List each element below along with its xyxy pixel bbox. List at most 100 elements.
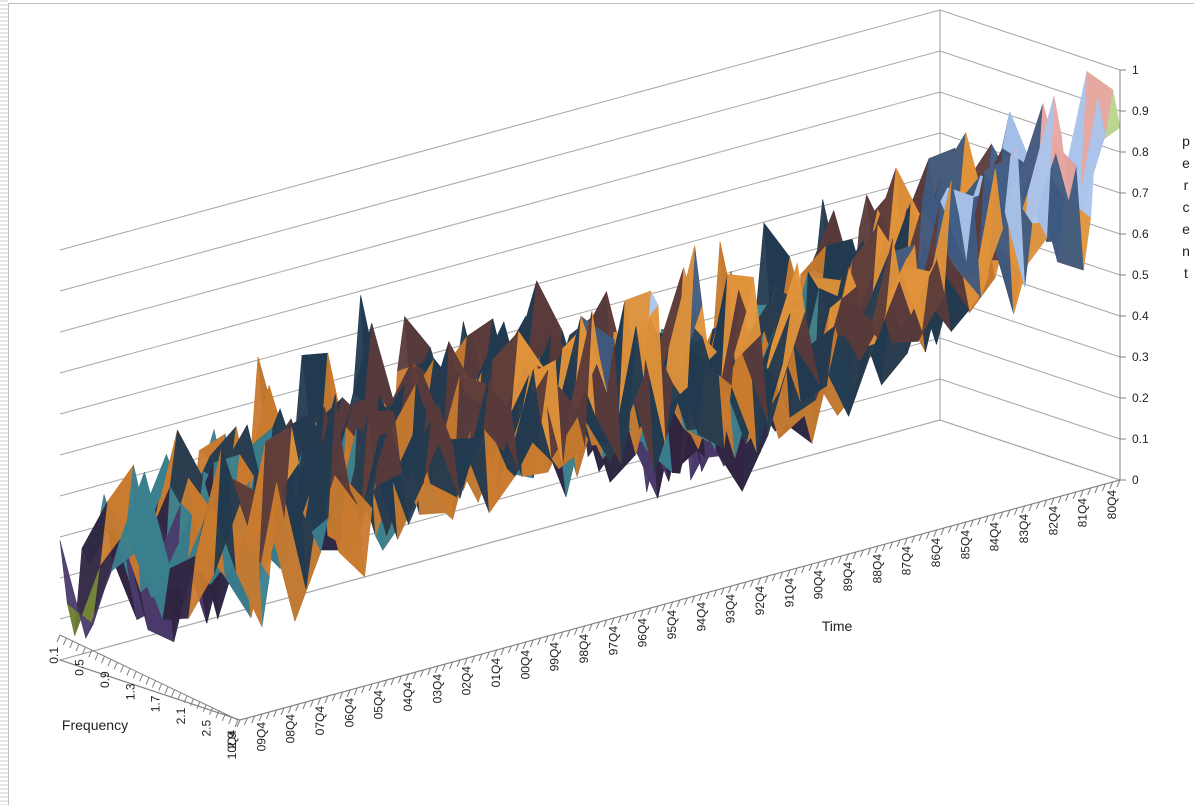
time-tick-label: 92Q4 [753, 586, 767, 616]
frequency-tick [202, 704, 207, 713]
frequency-tick [88, 649, 93, 658]
frequency-tick [107, 659, 112, 667]
z-axis-title-letter: p [1182, 133, 1190, 149]
time-tick [236, 719, 241, 728]
time-tick [911, 535, 916, 544]
time-tick-label: 00Q4 [518, 650, 532, 680]
frequency-tick [221, 713, 226, 722]
z-tick-label: 0.5 [1132, 268, 1149, 282]
time-tick [669, 601, 674, 610]
frequency-tick [209, 707, 214, 716]
time-tick [647, 607, 652, 616]
time-tick [595, 621, 600, 630]
frame-border-left [8, 3, 9, 805]
time-tick-label: 08Q4 [284, 714, 298, 744]
frequency-tick [215, 710, 220, 719]
time-tick [353, 687, 358, 696]
frequency-tick [120, 665, 125, 673]
time-tick [771, 573, 776, 582]
time-tick-label: 81Q4 [1076, 498, 1090, 528]
time-tick [801, 565, 806, 574]
time-tick [493, 649, 498, 658]
time-tick [346, 689, 351, 698]
time-tick [485, 651, 490, 660]
time-tick [720, 587, 725, 596]
time-tick [749, 579, 754, 588]
time-tick-label: 98Q4 [577, 634, 591, 664]
time-tick [713, 589, 718, 598]
time-tick [280, 707, 285, 716]
time-tick [1087, 487, 1092, 496]
z-tick-label: 0.4 [1132, 309, 1149, 323]
time-tick [295, 703, 300, 712]
frame-border-top [8, 3, 1194, 4]
time-tick [522, 641, 527, 650]
time-tick [867, 547, 872, 556]
z-tick-label: 0.1 [1132, 432, 1149, 446]
frequency-tick-label: 1.3 [123, 683, 137, 700]
time-tick [500, 647, 505, 656]
time-tick [683, 597, 688, 606]
time-tick [463, 657, 468, 666]
time-tick [947, 525, 952, 534]
time-tick-label: 07Q4 [313, 706, 327, 736]
frequency-tick [69, 640, 74, 649]
time-tick [955, 523, 960, 532]
time-tick-label: 89Q4 [841, 562, 855, 592]
frequency-axis-line [59, 659, 241, 721]
time-tick-label: 01Q4 [489, 658, 503, 688]
time-tick-label: 06Q4 [342, 698, 356, 728]
z-axis-title-letter: c [1183, 199, 1190, 215]
frequency-tick [81, 646, 86, 655]
time-tick [698, 593, 703, 602]
frequency-tick-label: 0.5 [72, 659, 86, 676]
time-tick [991, 513, 996, 522]
time-tick [515, 643, 520, 652]
time-tick [1013, 507, 1018, 516]
frequency-tick [132, 671, 137, 679]
z-tick-label: 0.2 [1132, 391, 1149, 405]
time-tick [419, 669, 424, 678]
time-tick [757, 577, 762, 586]
time-tick [625, 613, 630, 622]
time-tick [427, 667, 432, 676]
time-tick [397, 675, 402, 684]
time-tick [339, 691, 344, 700]
z-tick-label: 0.3 [1132, 350, 1149, 364]
time-tick [889, 541, 894, 550]
time-tick-label: 10Q4 [225, 730, 239, 760]
frequency-tick [126, 668, 131, 676]
time-tick [808, 563, 813, 572]
time-tick [1057, 495, 1062, 504]
time-tick [405, 673, 410, 682]
frequency-tick [113, 662, 118, 670]
time-tick [1094, 485, 1099, 494]
time-tick [940, 527, 945, 536]
time-tick [859, 549, 864, 558]
time-tick [390, 677, 395, 686]
time-tick [265, 711, 270, 720]
time-tick-label: 94Q4 [694, 602, 708, 632]
z-tick-label: 1 [1132, 63, 1139, 77]
time-tick [779, 571, 784, 580]
frequency-tick [94, 653, 99, 661]
time-tick [896, 539, 901, 548]
time-tick [852, 551, 857, 560]
time-tick [1065, 493, 1070, 502]
z-axis-ticks: 0 0.1 0.2 0.3 0.4 0.5 0.6 0.7 0.8 0.9 1 [1120, 63, 1149, 487]
frequency-tick [183, 695, 188, 703]
frequency-tick [145, 677, 150, 685]
time-tick [317, 697, 322, 706]
frequency-tick-label: 0.1 [47, 647, 61, 664]
time-tick [632, 611, 637, 620]
time-tick-label: 86Q4 [929, 538, 943, 568]
frequency-tick [158, 683, 163, 691]
surface-cell [213, 448, 248, 574]
time-axis-ticks: 80Q4 81Q4 82Q4 83Q4 84Q4 85Q4 86Q4 87Q4 88Q4 89Q4… [225, 479, 1121, 760]
time-tick [537, 637, 542, 646]
time-tick-label: 88Q4 [870, 554, 884, 584]
time-tick [1072, 491, 1077, 500]
time-tick-label: 80Q4 [1105, 490, 1119, 520]
time-tick [1006, 509, 1011, 518]
